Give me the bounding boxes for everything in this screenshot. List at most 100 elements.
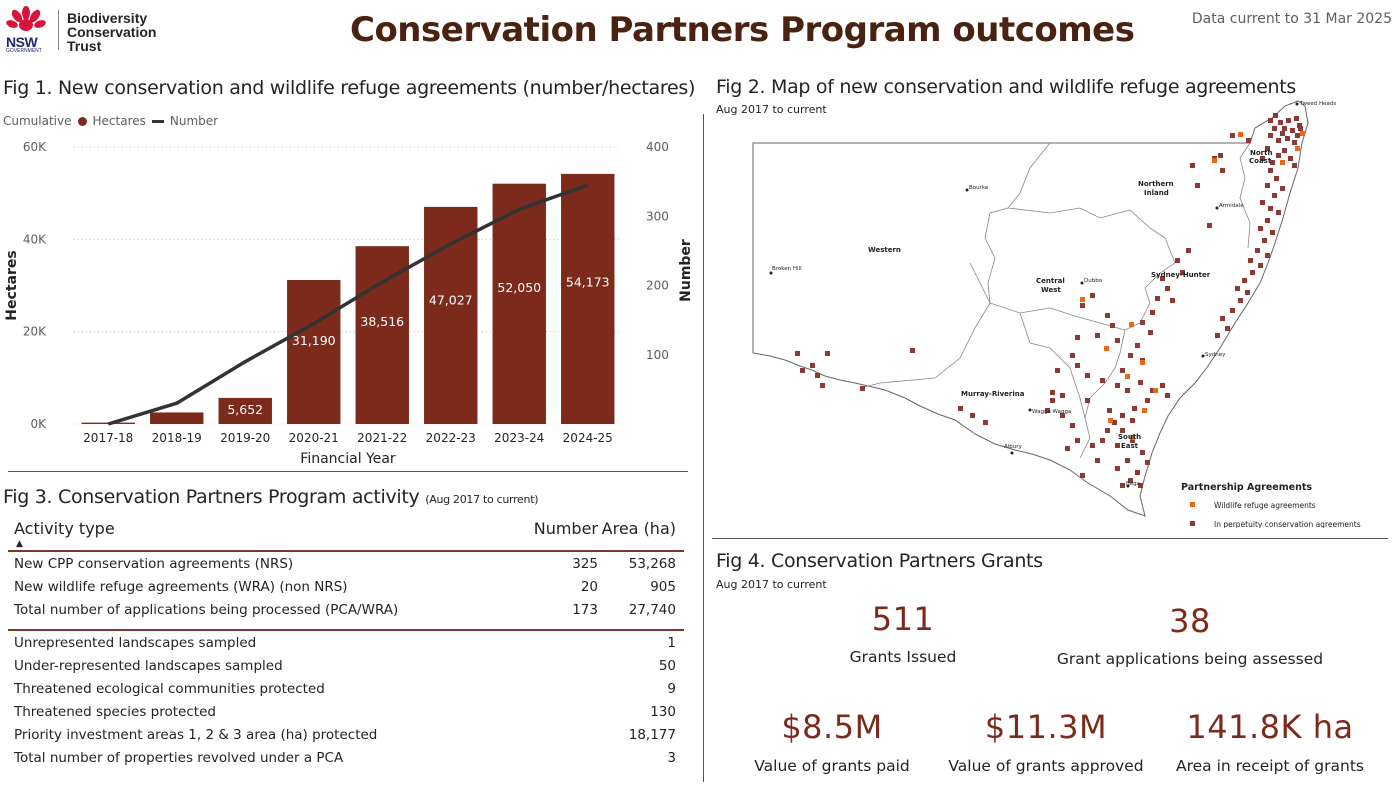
table-row[interactable]: New CPP conservation agreements (NRS) 32… bbox=[8, 554, 684, 577]
perpetuity-agreement-marker[interactable] bbox=[1276, 138, 1281, 143]
perpetuity-agreement-marker[interactable] bbox=[1132, 406, 1137, 411]
perpetuity-agreement-marker[interactable] bbox=[1150, 388, 1155, 393]
perpetuity-agreement-marker[interactable] bbox=[1230, 133, 1235, 138]
perpetuity-agreement-marker[interactable] bbox=[1270, 160, 1275, 165]
perpetuity-agreement-marker[interactable] bbox=[1248, 258, 1253, 263]
perpetuity-agreement-marker[interactable] bbox=[1060, 393, 1065, 398]
table-row[interactable]: Threatened ecological communities protec… bbox=[8, 679, 684, 702]
perpetuity-agreement-marker[interactable] bbox=[1265, 253, 1270, 258]
perpetuity-agreement-marker[interactable] bbox=[1100, 378, 1105, 383]
perpetuity-agreement-marker[interactable] bbox=[1080, 303, 1085, 308]
perpetuity-agreement-marker[interactable] bbox=[1130, 438, 1135, 443]
perpetuity-agreement-marker[interactable] bbox=[1245, 290, 1250, 295]
perpetuity-agreement-marker[interactable] bbox=[1085, 398, 1090, 403]
agreement-markers[interactable] bbox=[795, 113, 1305, 488]
legend-hectares-label[interactable]: Hectares bbox=[92, 114, 146, 128]
perpetuity-agreement-marker[interactable] bbox=[810, 363, 815, 368]
perpetuity-agreement-marker[interactable] bbox=[1140, 320, 1145, 325]
col-number[interactable]: Number bbox=[533, 519, 598, 538]
perpetuity-agreement-marker[interactable] bbox=[1155, 296, 1160, 301]
perpetuity-agreement-marker[interactable] bbox=[1135, 470, 1140, 475]
perpetuity-agreement-marker[interactable] bbox=[1115, 338, 1120, 343]
perpetuity-agreement-marker[interactable] bbox=[1075, 363, 1080, 368]
perpetuity-agreement-marker[interactable] bbox=[1274, 176, 1279, 181]
perpetuity-agreement-marker[interactable] bbox=[1085, 373, 1090, 378]
perpetuity-agreement-marker[interactable] bbox=[1050, 390, 1055, 395]
wildlife-refuge-marker[interactable] bbox=[1130, 435, 1135, 440]
perpetuity-agreement-marker[interactable] bbox=[1238, 298, 1243, 303]
perpetuity-agreement-marker[interactable] bbox=[1276, 210, 1281, 215]
perpetuity-agreement-marker[interactable] bbox=[1065, 446, 1070, 451]
perpetuity-agreement-marker[interactable] bbox=[1130, 418, 1135, 423]
perpetuity-agreement-marker[interactable] bbox=[1280, 186, 1285, 191]
wildlife-refuge-marker[interactable] bbox=[1238, 132, 1243, 137]
perpetuity-agreement-marker[interactable] bbox=[1207, 223, 1212, 228]
perpetuity-agreement-marker[interactable] bbox=[1095, 458, 1100, 463]
perpetuity-agreement-marker[interactable] bbox=[1260, 156, 1265, 161]
perpetuity-agreement-marker[interactable] bbox=[1090, 443, 1095, 448]
perpetuity-agreement-marker[interactable] bbox=[1175, 258, 1180, 263]
perpetuity-agreement-marker[interactable] bbox=[1260, 200, 1265, 205]
wildlife-refuge-marker[interactable] bbox=[1104, 346, 1109, 351]
perpetuity-agreement-marker[interactable] bbox=[1112, 420, 1117, 425]
perpetuity-agreement-marker[interactable] bbox=[1294, 116, 1299, 121]
perpetuity-agreement-marker[interactable] bbox=[1297, 123, 1302, 128]
wildlife-refuge-marker[interactable] bbox=[1140, 360, 1145, 365]
perpetuity-agreement-marker[interactable] bbox=[1265, 218, 1270, 223]
fig1-legend[interactable]: Cumulative Hectares Number bbox=[3, 114, 218, 128]
wildlife-refuge-marker[interactable] bbox=[1142, 408, 1147, 413]
perpetuity-agreement-marker[interactable] bbox=[1290, 128, 1295, 133]
table-row[interactable]: Total number of properties revolved unde… bbox=[8, 748, 684, 771]
perpetuity-agreement-marker[interactable] bbox=[1298, 126, 1303, 131]
table-row[interactable]: Priority investment areas 1, 2 & 3 area … bbox=[8, 725, 684, 748]
perpetuity-agreement-marker[interactable] bbox=[1195, 183, 1200, 188]
perpetuity-agreement-marker[interactable] bbox=[1186, 248, 1191, 253]
perpetuity-agreement-marker[interactable] bbox=[1115, 383, 1120, 388]
perpetuity-agreement-marker[interactable] bbox=[1120, 428, 1125, 433]
perpetuity-agreement-marker[interactable] bbox=[1150, 310, 1155, 315]
perpetuity-agreement-marker[interactable] bbox=[1110, 323, 1115, 328]
perpetuity-agreement-marker[interactable] bbox=[1258, 226, 1263, 231]
perpetuity-agreement-marker[interactable] bbox=[1165, 286, 1170, 291]
perpetuity-agreement-marker[interactable] bbox=[1246, 138, 1251, 143]
perpetuity-agreement-marker[interactable] bbox=[1230, 308, 1235, 313]
perpetuity-agreement-marker[interactable] bbox=[1288, 156, 1293, 161]
wildlife-refuge-marker[interactable] bbox=[1280, 160, 1285, 165]
table-row[interactable]: Unrepresented landscapes sampled 1 bbox=[8, 633, 684, 656]
perpetuity-agreement-marker[interactable] bbox=[910, 348, 915, 353]
perpetuity-agreement-marker[interactable] bbox=[1050, 398, 1055, 403]
perpetuity-agreement-marker[interactable] bbox=[1268, 168, 1273, 173]
perpetuity-agreement-marker[interactable] bbox=[1282, 148, 1287, 153]
perpetuity-agreement-marker[interactable] bbox=[815, 373, 820, 378]
perpetuity-agreement-marker[interactable] bbox=[1125, 388, 1130, 393]
perpetuity-agreement-marker[interactable] bbox=[958, 406, 963, 411]
perpetuity-agreement-marker[interactable] bbox=[820, 383, 825, 388]
perpetuity-agreement-marker[interactable] bbox=[1180, 270, 1185, 275]
perpetuity-agreement-marker[interactable] bbox=[1145, 398, 1150, 403]
perpetuity-agreement-marker[interactable] bbox=[1095, 333, 1100, 338]
perpetuity-agreement-marker[interactable] bbox=[970, 413, 975, 418]
perpetuity-agreement-marker[interactable] bbox=[1080, 473, 1085, 478]
wildlife-refuge-marker[interactable] bbox=[1125, 374, 1130, 379]
perpetuity-agreement-marker[interactable] bbox=[1265, 183, 1270, 188]
perpetuity-agreement-marker[interactable] bbox=[1140, 450, 1145, 455]
table-row[interactable]: Threatened species protected 130 bbox=[8, 702, 684, 725]
perpetuity-agreement-marker[interactable] bbox=[1045, 408, 1050, 413]
col-activity-type[interactable]: Activity type bbox=[14, 519, 115, 538]
perpetuity-agreement-marker[interactable] bbox=[1128, 353, 1133, 358]
perpetuity-agreement-marker[interactable] bbox=[1242, 278, 1247, 283]
table-row[interactable]: New wildlife refuge agreements (WRA) (no… bbox=[8, 577, 684, 600]
perpetuity-agreement-marker[interactable] bbox=[1135, 343, 1140, 348]
perpetuity-agreement-marker[interactable] bbox=[1282, 126, 1287, 131]
perpetuity-agreement-marker[interactable] bbox=[1107, 408, 1112, 413]
perpetuity-agreement-marker[interactable] bbox=[1273, 113, 1278, 118]
perpetuity-agreement-marker[interactable] bbox=[1265, 146, 1270, 151]
map-legend[interactable]: Partnership Agreements Wildlife refuge a… bbox=[1181, 482, 1361, 528]
wildlife-refuge-marker[interactable] bbox=[1129, 322, 1134, 327]
perpetuity-agreement-marker[interactable] bbox=[1278, 120, 1283, 125]
perpetuity-agreement-marker[interactable] bbox=[1270, 230, 1275, 235]
perpetuity-agreement-marker[interactable] bbox=[1055, 368, 1060, 373]
perpetuity-agreement-marker[interactable] bbox=[1170, 298, 1175, 303]
perpetuity-agreement-marker[interactable] bbox=[1276, 153, 1281, 158]
perpetuity-agreement-marker[interactable] bbox=[1090, 293, 1095, 298]
